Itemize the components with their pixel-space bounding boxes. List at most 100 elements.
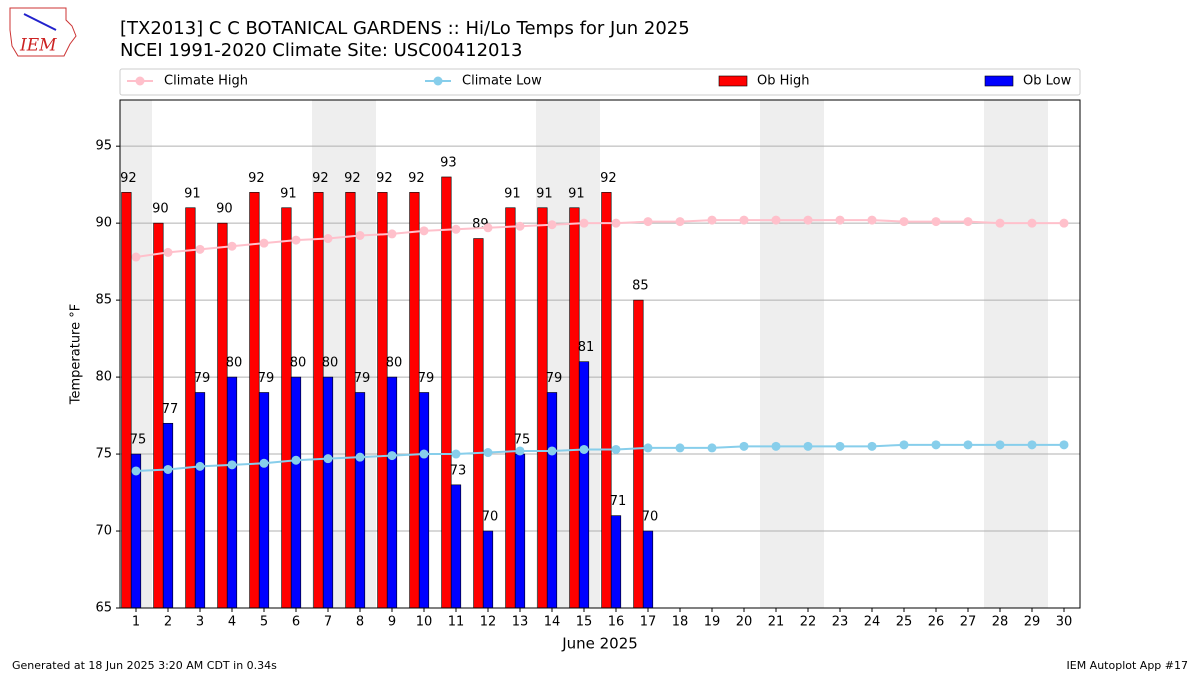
- line-marker: [515, 221, 525, 231]
- x-tick-label: 13: [512, 615, 529, 630]
- line-marker: [227, 241, 237, 251]
- bar-value-label: 92: [600, 171, 617, 186]
- line-marker: [1027, 440, 1037, 450]
- line-marker: [803, 441, 813, 451]
- bar-value-label: 70: [482, 510, 499, 525]
- bar-value-label: 90: [216, 202, 233, 217]
- line-marker: [835, 441, 845, 451]
- legend-label: Climate Low: [462, 74, 542, 89]
- bar: [345, 192, 356, 609]
- bar-value-label: 92: [408, 171, 425, 186]
- line-marker: [131, 252, 141, 262]
- x-tick-label: 28: [992, 615, 1009, 630]
- bar: [185, 207, 196, 609]
- line-marker: [483, 223, 493, 233]
- line-marker: [483, 448, 493, 458]
- x-tick-label: 10: [416, 615, 433, 630]
- bar-value-label: 85: [632, 279, 649, 294]
- x-tick-label: 8: [356, 615, 364, 630]
- line-marker: [931, 440, 941, 450]
- line-marker: [259, 458, 269, 468]
- line-marker: [771, 215, 781, 225]
- line-marker: [1027, 218, 1037, 228]
- bar: [441, 176, 452, 609]
- line-marker: [963, 217, 973, 227]
- bar: [482, 530, 494, 609]
- line-marker: [579, 218, 589, 228]
- bar-value-label: 92: [344, 171, 361, 186]
- bar: [473, 238, 484, 609]
- bar-value-label: 79: [194, 371, 211, 386]
- line-marker: [707, 215, 717, 225]
- bar-value-label: 81: [578, 340, 595, 355]
- bar-value-label: 80: [290, 356, 307, 371]
- line-marker: [771, 441, 781, 451]
- bar: [162, 422, 174, 609]
- line-marker: [899, 217, 909, 227]
- weekend-shade: [792, 100, 824, 608]
- line-marker: [899, 440, 909, 450]
- bar-value-label: 92: [120, 171, 137, 186]
- bar: [633, 299, 644, 609]
- bar: [505, 207, 516, 609]
- bar-value-label: 79: [418, 371, 435, 386]
- line-marker: [579, 444, 589, 454]
- plot-frame: [119, 99, 1081, 609]
- bar: [386, 376, 398, 609]
- y-axis-label: Temperature °F: [69, 304, 84, 405]
- line-marker: [1059, 440, 1069, 450]
- line-marker: [451, 224, 461, 234]
- bar: [546, 392, 558, 609]
- line-marker: [195, 244, 205, 254]
- bar-value-label: 91: [536, 186, 553, 201]
- x-tick-label: 14: [544, 615, 561, 630]
- chart-title: [TX2013] C C BOTANICAL GARDENS :: Hi/Lo …: [120, 18, 690, 39]
- bar: [130, 453, 142, 609]
- x-tick-label: 22: [800, 615, 817, 630]
- logo-text: IEM: [19, 36, 57, 56]
- line-marker: [867, 441, 877, 451]
- x-tick-label: 26: [928, 615, 945, 630]
- y-tick-label: 80: [95, 370, 112, 385]
- x-tick-label: 15: [576, 615, 593, 630]
- line-marker: [963, 440, 973, 450]
- bar-value-label: 92: [248, 171, 265, 186]
- bar-value-label: 73: [450, 463, 467, 478]
- x-tick-label: 4: [228, 615, 236, 630]
- bar: [313, 192, 324, 609]
- line-marker: [195, 461, 205, 471]
- bar: [226, 376, 238, 609]
- line-marker: [611, 218, 621, 228]
- bar-value-label: 77: [162, 402, 179, 417]
- line-marker: [291, 235, 301, 245]
- x-tick-label: 7: [324, 615, 332, 630]
- line-marker: [451, 449, 461, 459]
- chart-subtitle: NCEI 1991-2020 Climate Site: USC00412013: [120, 40, 522, 61]
- weekend-shade: [760, 100, 792, 608]
- x-tick-label: 27: [960, 615, 977, 630]
- y-tick-label: 65: [95, 601, 112, 616]
- bar: [217, 222, 228, 609]
- x-tick-label: 25: [896, 615, 913, 630]
- x-tick-label: 12: [480, 615, 497, 630]
- bar: [569, 207, 580, 609]
- line-marker: [323, 454, 333, 464]
- legend-swatch-marker: [433, 76, 443, 86]
- line-marker: [387, 451, 397, 461]
- x-tick-label: 3: [196, 615, 204, 630]
- bar-value-label: 92: [376, 171, 393, 186]
- logo-line: [23, 13, 57, 31]
- line-marker: [131, 466, 141, 476]
- bar: [610, 515, 622, 609]
- weekend-shade: [984, 100, 1016, 608]
- bar-value-label: 91: [568, 186, 585, 201]
- y-tick-label: 90: [95, 216, 112, 231]
- bar-value-label: 75: [514, 433, 531, 448]
- x-tick-label: 29: [1024, 615, 1041, 630]
- legend-label: Ob Low: [1023, 74, 1072, 89]
- bar-value-label: 93: [440, 155, 457, 170]
- line-marker: [867, 215, 877, 225]
- line-marker: [803, 215, 813, 225]
- x-tick-label: 19: [704, 615, 721, 630]
- line-marker: [611, 444, 621, 454]
